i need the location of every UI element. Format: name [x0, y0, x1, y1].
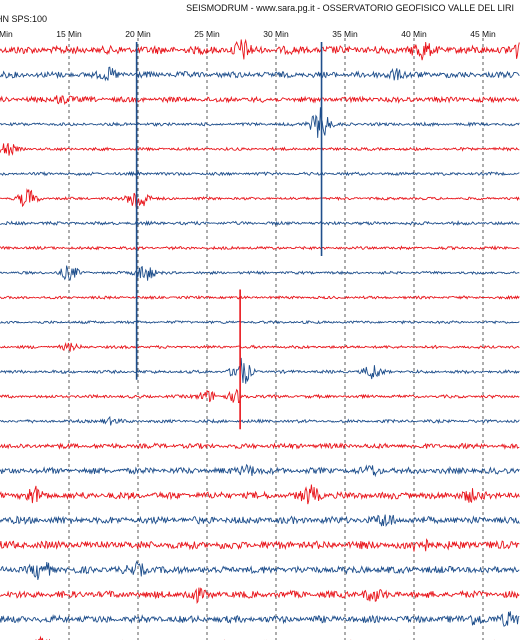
trace-line: [0, 611, 520, 627]
trace-line: [0, 265, 520, 281]
trace-line: [0, 341, 520, 353]
trace-line: [0, 319, 520, 325]
trace-line: [0, 66, 520, 82]
channel-label: HN SPS:100: [0, 14, 48, 24]
trace-line: [0, 95, 520, 106]
x-tick-label: 45 Min: [470, 29, 496, 39]
chart-header: SEISMODRUM - www.sara.pg.it - OSSERVATOR…: [0, 0, 520, 40]
trace-line: [0, 442, 520, 450]
trace-line: [0, 245, 520, 251]
trace-line: [0, 463, 520, 478]
trace-line: [0, 294, 520, 300]
x-tick-label: 20 Min: [125, 29, 151, 39]
x-tick-label: 30 Min: [263, 29, 289, 39]
x-tick-label: 40 Min: [401, 29, 427, 39]
trace-line: [0, 514, 520, 528]
trace-line: [0, 388, 520, 404]
trace-line: [0, 107, 520, 138]
trace-line: [0, 484, 520, 505]
trace-line: [0, 587, 520, 605]
trace-line: [0, 188, 520, 210]
x-tick-label: 15 Min: [56, 29, 82, 39]
site-title: SEISMODRUM - www.sara.pg.it - OSSERVATOR…: [186, 3, 514, 13]
trace-line: [0, 220, 520, 226]
x-tick-label: 10 Min: [0, 29, 13, 39]
trace-line: [0, 357, 520, 384]
trace-line: [0, 143, 520, 156]
trace-line: [0, 538, 520, 552]
x-tick-label: 35 Min: [332, 29, 358, 39]
trace-line: [0, 170, 520, 177]
grid-lines: [68, 38, 484, 640]
trace-line: [0, 560, 520, 581]
x-tick-label: 25 Min: [194, 29, 220, 39]
trace-line: [0, 415, 520, 426]
trace-line: [0, 38, 520, 61]
event-spikes: [135, 42, 323, 430]
seismic-traces: [0, 38, 520, 640]
